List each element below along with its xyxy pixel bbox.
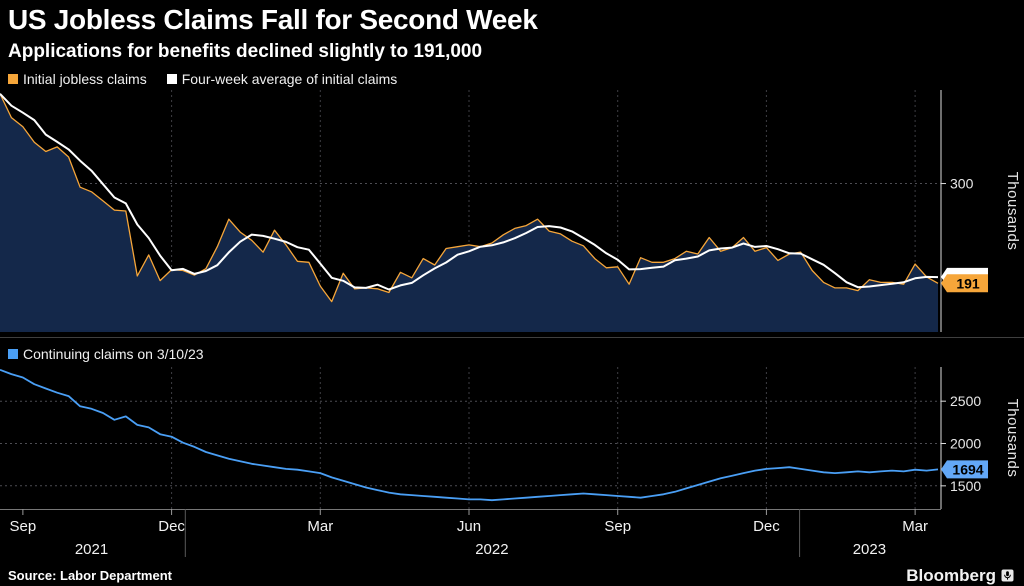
x-tick-label: Mar [902,518,928,535]
x-tick-label: Sep [604,518,631,535]
y-tick-label: 2500 [950,393,981,409]
initial-claims-swatch-icon [8,74,18,84]
legend-item-initial-claims: Initial jobless claims [8,71,147,87]
x-tick-label: Dec [158,518,185,535]
page-title: US Jobless Claims Fall for Second Week [8,4,538,35]
x-tick-label: Sep [10,518,37,535]
continuing-claims-line [0,368,939,502]
y-tick-label: 1500 [950,478,981,494]
legend-label-continuing-claims: Continuing claims on 3/10/23 [23,346,204,362]
initial-claims-chart-area: 300 191 Thousands [0,90,1024,332]
year-label: 2021 [75,541,108,558]
legend-continuing-claims: Continuing claims on 3/10/23 [0,337,1024,367]
continuing-claims-y-axis-label: Thousands [1004,398,1021,478]
year-label: 2023 [853,541,886,558]
continuing-claims-badge [941,460,988,479]
initial-claims-y-axis-label: Thousands [1004,171,1021,251]
legend-label-initial-claims: Initial jobless claims [23,71,147,87]
x-tick-label: Dec [753,518,780,535]
x-axis: Sep Dec Mar Jun Sep Dec Mar 2021 2022 2023 [0,509,941,558]
four-week-average-line [0,93,939,291]
continuing-claims-chart: 1500 2000 2500 1694 [0,367,988,509]
initial-claims-chart: 300 191 [0,90,988,332]
continuing-claims-plot: 1500 2000 2500 1694 [0,367,988,509]
legend-item-four-week-average: Four-week average of initial claims [166,71,398,87]
legend-initial-claims: Initial jobless claims Four-week average… [0,64,1024,90]
legend-label-four-week-average: Four-week average of initial claims [181,71,398,87]
initial-claims-badge [941,274,988,293]
initial-claims-line [0,93,939,303]
initial-claims-line-area [0,93,938,332]
x-tick-label: Mar [307,518,333,535]
year-label: 2022 [475,541,508,558]
x-tick-label: Jun [457,518,481,535]
header: US Jobless Claims Fall for Second Week A… [0,0,1024,64]
y-tick-label: 300 [950,176,974,192]
continuing-claims-chart-area: 1500 2000 2500 1694 Thousands [0,367,1024,509]
initial-jobless-claims-plot: 300 191 [0,90,988,332]
continuing-claims-badge-label: 1694 [952,461,983,477]
page-subtitle: Applications for benefits declined sligh… [8,41,483,62]
y-tick-label: 2000 [950,436,981,452]
continuing-claims-swatch-icon [8,349,18,359]
legend-item-continuing-claims: Continuing claims on 3/10/23 [8,346,204,362]
initial-claims-badge-label: 191 [956,275,980,291]
four-week-average-swatch-icon [166,74,177,84]
